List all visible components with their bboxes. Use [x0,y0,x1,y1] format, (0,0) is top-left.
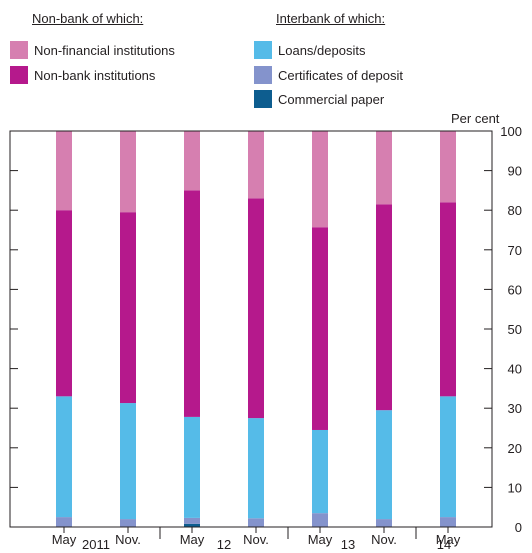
legend-label-loans-deposits: Loans/deposits [278,42,366,58]
bar-segment-non-bank-institutions-2 [184,190,200,417]
bar-segment-non-financial-institutions-4 [312,131,328,228]
x-tick-label-4: May [308,532,333,547]
bar-segment-certificates-of-deposit-4 [312,513,328,527]
bar-segment-loans-deposits-0 [56,396,72,518]
y-tick-label-70: 70 [508,243,522,258]
y-tick-label-30: 30 [508,401,522,416]
bar-segment-non-bank-institutions-0 [56,210,72,397]
y-tick-label-10: 10 [508,480,522,495]
legend-heading-non-bank: Non-bank of which: [32,11,144,26]
x-year-label-1: 12 [217,537,231,552]
legend-item-loans-deposits: Loans/deposits [254,41,365,59]
x-year-label-0: 2011 [82,537,110,552]
x-tick-label-1: Nov. [115,532,141,547]
y-tick-label-0: 0 [515,520,522,535]
y-tick-label-60: 60 [508,282,522,297]
bar-segment-loans-deposits-1 [120,403,136,520]
legend-label-non-bank: Non-bank institutions [34,67,156,83]
legend-heading-interbank: Interbank of which: [276,11,386,26]
bar-segment-loans-deposits-6 [440,396,456,518]
bar-segment-non-bank-institutions-4 [312,227,328,430]
x-tick-label-2: May [180,532,205,547]
legend-label-commercial-paper: Commercial paper [278,91,385,107]
unit-label: Per cent [451,111,500,126]
x-year-label-2: 13 [341,537,355,552]
y-tick-label-50: 50 [508,322,522,337]
bar-segment-loans-deposits-3 [248,418,264,519]
bar-segment-certificates-of-deposit-3 [248,518,264,527]
legend-item-certificates: Certificates of deposit [254,66,403,84]
bar-segment-non-bank-institutions-1 [120,212,136,404]
bar-segment-certificates-of-deposit-2 [184,517,200,524]
y-tick-label-80: 80 [508,203,522,218]
x-tick-label-0: May [52,532,77,547]
bar-segment-non-bank-institutions-5 [376,204,392,411]
y-tick-label-40: 40 [508,362,522,377]
y-tick-label-100: 100 [500,124,522,139]
x-tick-label-5: Nov. [371,532,397,547]
legend-label-certificates: Certificates of deposit [278,67,404,83]
x-tick-label-3: Nov. [243,532,269,547]
y-tick-label-90: 90 [508,164,522,179]
legend-item-commercial-paper: Commercial paper [254,90,384,108]
legend-label-non-financial: Non-financial institutions [34,42,175,58]
bar-segment-non-financial-institutions-5 [376,131,392,205]
bar-segment-non-bank-institutions-6 [440,202,456,397]
bar-segment-certificates-of-deposit-5 [376,519,392,527]
bar-segment-non-financial-institutions-0 [56,131,72,211]
bar-segment-loans-deposits-2 [184,416,200,518]
bar-segment-loans-deposits-4 [312,429,328,514]
legend-swatch-certificates [254,66,272,84]
bar-segment-commercial-paper-2 [184,523,200,527]
bar-segment-non-financial-institutions-6 [440,131,456,203]
bar-segment-non-bank-institutions-3 [248,198,264,419]
bar-segment-certificates-of-deposit-6 [440,517,456,527]
legend-swatch-commercial-paper [254,90,272,108]
bar-segment-certificates-of-deposit-0 [56,517,72,527]
y-tick-label-20: 20 [508,441,522,456]
bar-segment-non-financial-institutions-3 [248,131,264,199]
legend-item-non-bank: Non-bank institutions [10,66,155,84]
bar-segment-loans-deposits-5 [376,410,392,520]
x-year-label-3: 14 [437,537,451,552]
bar-segment-non-financial-institutions-2 [184,131,200,191]
legend-swatch-loans-deposits [254,41,272,59]
legend-swatch-non-bank [10,66,28,84]
bar-segment-certificates-of-deposit-1 [120,519,136,527]
legend-item-non-financial: Non-financial institutions [10,41,175,59]
x-tick-label-6: May [436,532,461,547]
bar-segment-non-financial-institutions-1 [120,131,136,213]
legend-swatch-non-financial [10,41,28,59]
